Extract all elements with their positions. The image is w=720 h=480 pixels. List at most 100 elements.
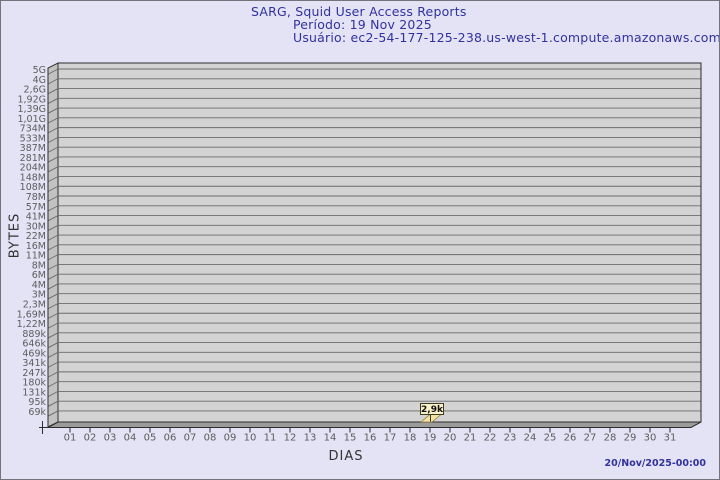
x-tick-label: 10 [244,433,257,444]
gridline-wall-tick [48,185,59,192]
gridline-wall-tick [48,234,59,241]
y-tick-label: 734M [20,124,46,135]
x-tick-label: 17 [384,433,397,444]
x-tick-label: 02 [84,433,97,444]
gridline-wall-tick [48,244,59,251]
x-tick-label: 23 [504,433,517,444]
x-tick-label: 21 [464,433,477,444]
plot-floor-3d [47,421,702,428]
x-tick-label: 25 [544,433,557,444]
gridline-wall-tick [48,127,59,134]
gridline-wall-tick [48,176,59,182]
x-tick-label: 19 [424,433,437,444]
y-tick-label: 2,6G [24,85,46,96]
x-tick-label: 28 [604,433,617,444]
gridline-wall-tick [48,342,59,348]
gridline-wall-tick [48,391,59,397]
gridline-wall-tick [48,312,59,319]
chart-title: SARG, Squid User Access Reports [251,4,467,19]
y-axis-title: BYTES [7,212,23,259]
x-tick-label: 15 [344,433,357,444]
x-tick-label: 12 [284,433,297,444]
x-tick-label: 20 [444,433,457,444]
x-tick-label: 01 [64,433,77,444]
x-tick-label: 04 [124,433,137,444]
gridline-wall-tick [48,215,59,221]
y-tick-label: 4M [32,280,46,291]
y-tick-label: 108M [20,182,46,193]
y-tick-label: 1,22M [17,319,46,330]
gridline-wall-tick [48,283,59,290]
y-tick-label: 2,3M [23,299,46,310]
chart-period-subtitle: Período: 19 Nov 2025 [293,17,432,32]
x-tick-label: 18 [404,433,417,444]
gridline-wall-tick [48,117,59,124]
gridline-wall-tick [48,400,59,407]
x-tick-label: 05 [144,433,157,444]
y-tick-label: 204M [20,163,46,174]
value-callout-box [420,403,444,415]
gridline-wall-tick [48,371,59,378]
y-tick-label: 1,39G [17,104,46,115]
x-tick-label: 31 [664,433,677,444]
generated-timestamp: 20/Nov/2025-00:00 [604,458,706,469]
gridline-wall-tick [48,68,59,75]
x-axis-title: DIAS [328,449,364,464]
value-callout-label: 2,9k [421,405,444,415]
y-tick-label: 95k [28,397,46,408]
y-tick-label: 646k [22,339,46,350]
y-tick-label: 1,01G [17,114,46,125]
x-tick-label: 03 [104,433,117,444]
gridline-wall-tick [48,322,59,329]
x-tick-label: 14 [324,433,337,444]
gridline-wall-tick [48,351,59,358]
x-tick-label: 06 [164,433,177,444]
gridline-wall-tick [48,88,59,94]
x-tick-label: 26 [564,433,577,444]
y-tick-label: 3M [32,290,46,301]
gridline-wall-tick [48,205,59,212]
y-tick-label: 30M [26,221,46,232]
x-tick-label: 13 [304,433,317,444]
y-tick-label: 148M [20,172,46,183]
y-tick-label: 69k [28,407,46,418]
y-tick-label: 387M [20,143,46,154]
y-tick-label: 341k [22,358,46,369]
gridline-wall-tick [48,224,59,231]
plot-backdrop [57,62,702,423]
x-tick-label: 08 [204,433,217,444]
gridline-wall-tick [48,136,59,143]
y-tick-label: 469k [22,348,46,359]
gridline-wall-tick [48,107,59,114]
gridline-wall-tick [48,273,59,280]
y-tick-label: 6M [32,270,46,281]
y-tick-label: 180k [22,378,46,389]
gridline-wall-tick [48,293,59,300]
x-tick-label: 27 [584,433,597,444]
gridline-wall-tick [48,361,59,368]
y-tick-label: 41M [26,212,46,223]
gridline-wall-tick [48,195,59,202]
gridline-wall-tick [48,264,59,270]
y-tick-label: 533M [20,133,46,144]
y-tick-label: 8M [32,260,46,271]
x-tick-label: 22 [484,433,497,444]
y-tick-label: 1,69M [17,309,46,320]
x-tick-label: 09 [224,433,237,444]
y-tick-label: 131k [22,387,46,398]
x-tick-label: 29 [624,433,637,444]
gridline-wall-tick [48,97,59,104]
gridline-wall-tick [48,332,59,339]
y-tick-label: 22M [26,231,46,242]
gridline-wall-tick [48,381,59,388]
gridline-wall-tick [48,303,59,309]
y-tick-label: 247k [22,368,46,379]
gridline-wall-tick [48,78,59,85]
y-tick-label: 78M [26,192,46,203]
y-tick-label: 11M [26,251,46,262]
gridline-wall-tick [48,166,59,173]
y-tick-label: 57M [26,202,46,213]
gridline-wall-tick [48,156,59,163]
